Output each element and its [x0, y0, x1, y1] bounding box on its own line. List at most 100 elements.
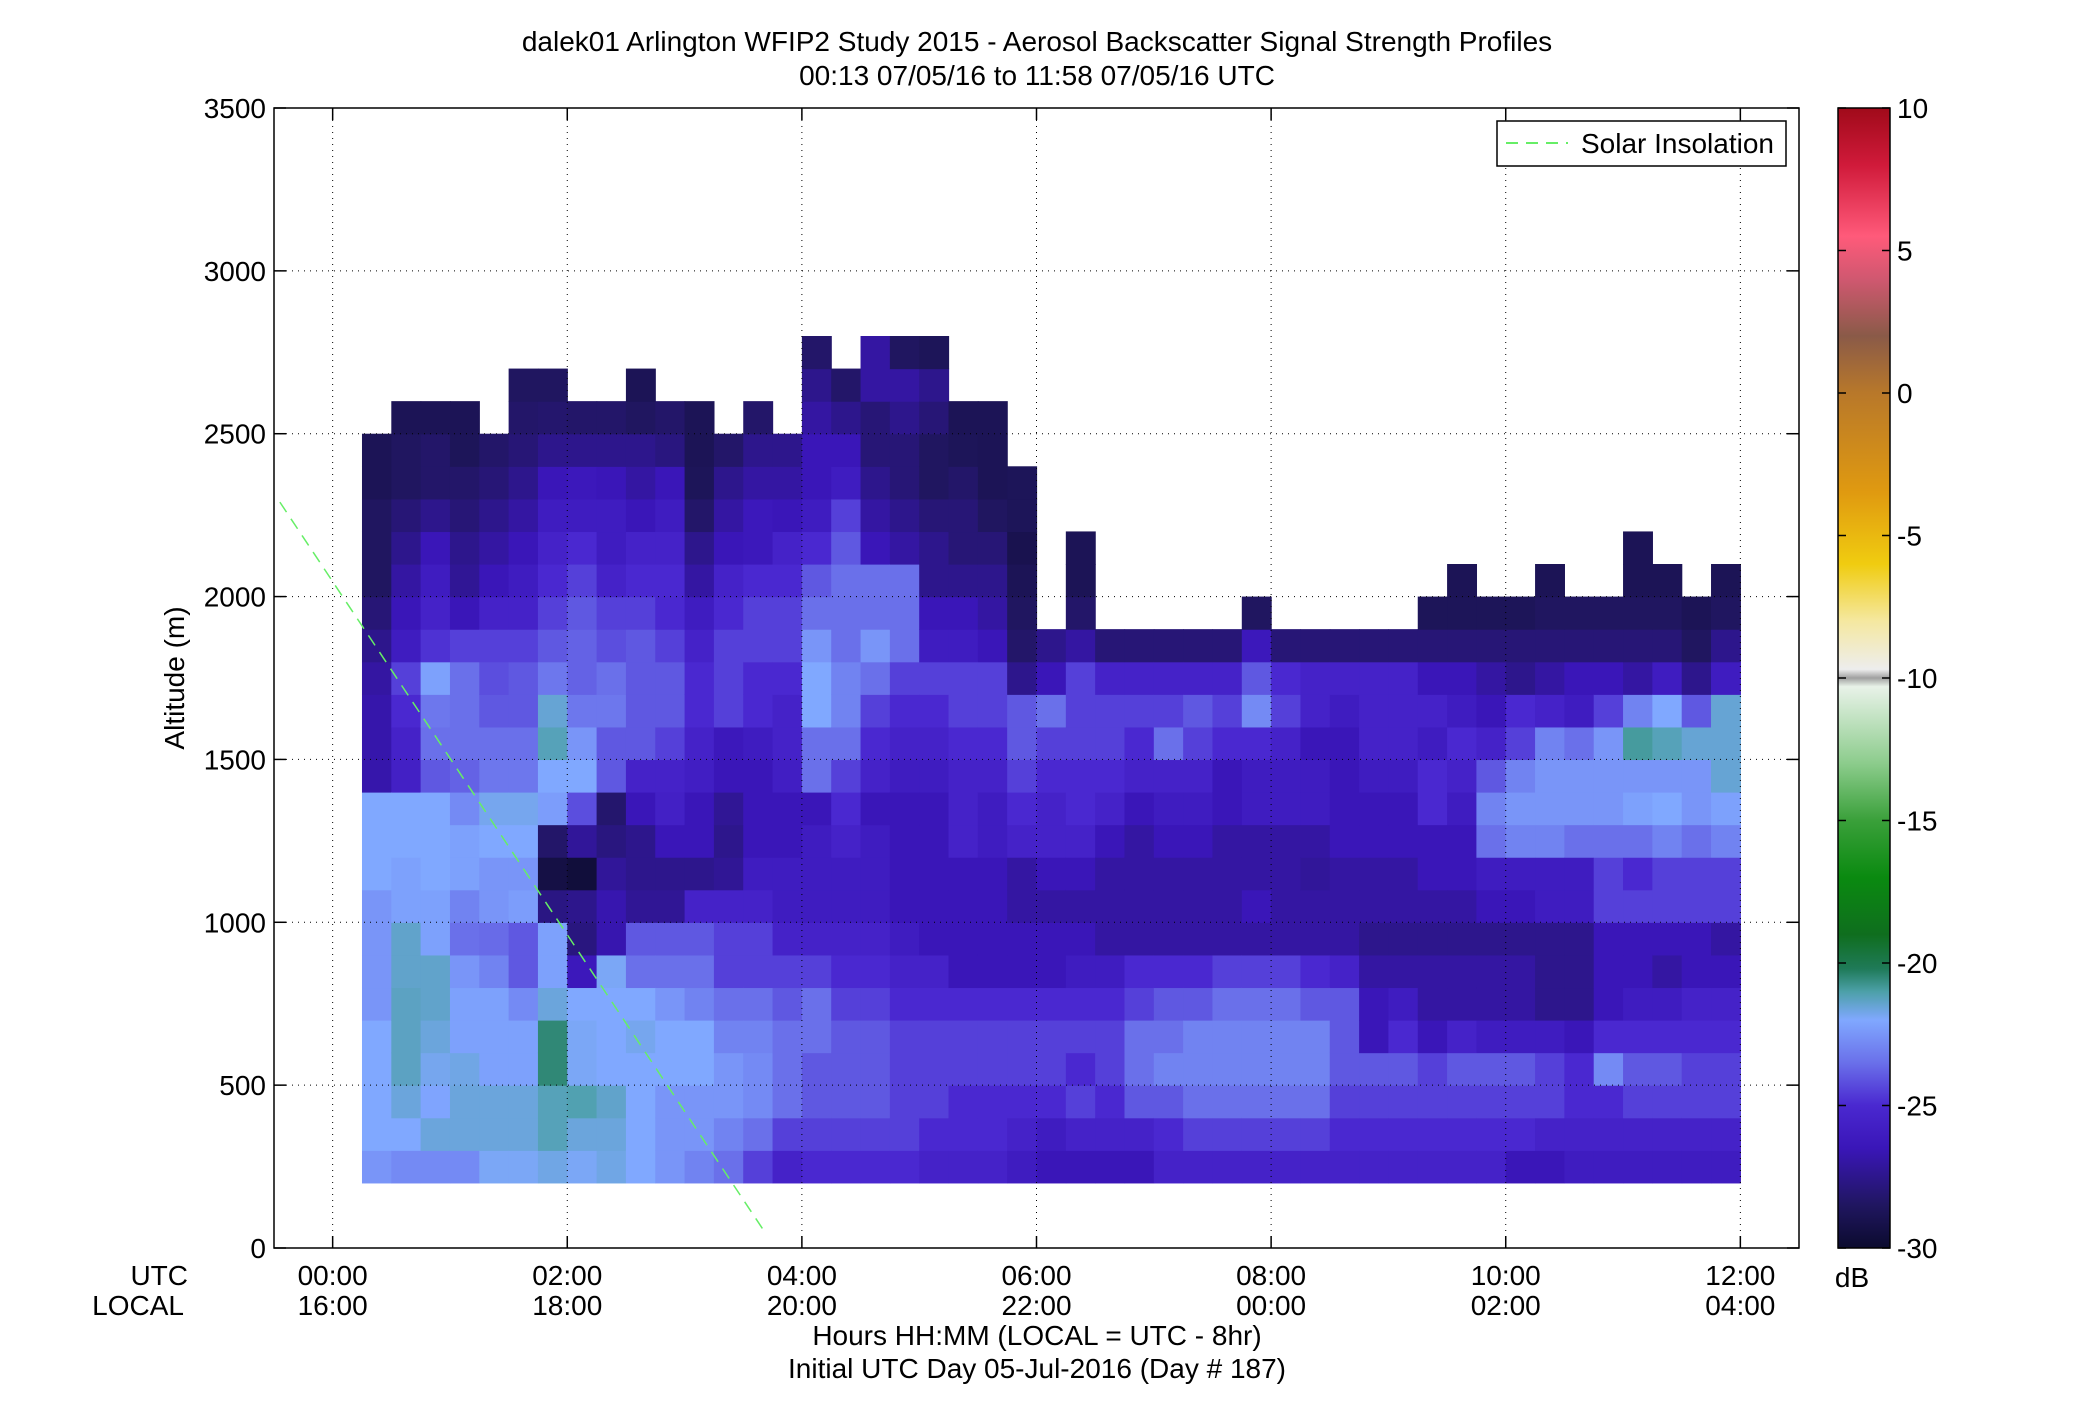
heatmap-cell: [1593, 1085, 1624, 1119]
heatmap-cell: [1065, 759, 1096, 793]
heatmap-cell: [391, 759, 422, 793]
heatmap-cell: [361, 726, 392, 761]
heatmap-cell: [655, 857, 686, 891]
heatmap-cell: [1359, 629, 1390, 663]
heatmap-cell: [1329, 661, 1360, 695]
heatmap-cell: [919, 759, 950, 793]
colorbar-tick-label: -25: [1897, 1091, 1937, 1122]
heatmap-cell: [1036, 857, 1067, 891]
heatmap-cell: [1535, 726, 1565, 761]
heatmap-cell: [1623, 954, 1653, 989]
heatmap-cell: [1036, 889, 1067, 923]
y-tick-label: 3000: [204, 256, 266, 287]
heatmap-cell: [1036, 987, 1067, 1021]
heatmap-cell: [1329, 824, 1360, 858]
heatmap-cell: [1241, 824, 1272, 858]
heatmap-cell: [713, 987, 744, 1021]
heatmap-cell: [1271, 1085, 1302, 1119]
heatmap-cell: [508, 1052, 539, 1086]
heatmap-cell: [1476, 1085, 1507, 1119]
heatmap-cell: [1417, 889, 1448, 923]
heatmap-cell: [684, 466, 715, 500]
heatmap-cell: [1329, 1020, 1360, 1054]
heatmap-cell: [1300, 1117, 1331, 1151]
heatmap-cell: [860, 629, 891, 663]
heatmap-cell: [1711, 954, 1741, 989]
heatmap-cell: [1681, 1020, 1712, 1054]
heatmap-cell: [1241, 889, 1272, 923]
colorbar-tick-label: -15: [1897, 806, 1937, 837]
heatmap-cell: [1212, 792, 1243, 826]
heatmap-cell: [919, 987, 950, 1021]
heatmap-cell: [1271, 792, 1302, 826]
heatmap-cell: [889, 824, 920, 858]
heatmap-cell: [1711, 1052, 1741, 1086]
heatmap-cell: [1359, 1085, 1390, 1119]
heatmap-cell: [1447, 889, 1478, 923]
heatmap-cell: [1329, 1150, 1360, 1184]
x-tick-label-utc: 12:00: [1705, 1260, 1775, 1291]
y-tick-label: 500: [219, 1070, 266, 1101]
heatmap-cell: [919, 922, 950, 956]
heatmap-cell: [948, 433, 979, 467]
heatmap-cell: [831, 857, 862, 891]
heatmap-cell: [537, 824, 568, 858]
heatmap-cell: [860, 1020, 891, 1054]
x-tick-label-local: 22:00: [1001, 1290, 1071, 1321]
heatmap-cell: [919, 531, 950, 565]
heatmap-cell: [1623, 564, 1653, 598]
heatmap-cell: [1711, 694, 1741, 728]
heatmap-cell: [361, 1117, 392, 1151]
heatmap-cell: [889, 498, 920, 533]
heatmap-cell: [1183, 1150, 1214, 1184]
heatmap-cell: [831, 889, 862, 923]
heatmap-cell: [1300, 792, 1331, 826]
heatmap-cell: [1388, 1117, 1419, 1151]
heatmap-cell: [1593, 792, 1624, 826]
heatmap-cell: [1652, 629, 1683, 663]
heatmap-cell: [1593, 824, 1624, 858]
heatmap-cell: [1388, 889, 1419, 923]
heatmap-cell: [684, 1085, 715, 1119]
heatmap-cell: [831, 466, 862, 500]
heatmap-cell: [420, 661, 451, 695]
heatmap-cell: [1593, 726, 1624, 761]
heatmap-cell: [684, 889, 715, 923]
heatmap-cell: [889, 433, 920, 467]
heatmap-cell: [655, 1150, 686, 1184]
heatmap-cell: [1359, 922, 1390, 956]
heatmap-cell: [537, 922, 568, 956]
heatmap-cell: [831, 694, 862, 728]
heatmap-cell: [625, 368, 656, 402]
heatmap-cell: [1476, 726, 1507, 761]
heatmap-cell: [420, 1150, 451, 1184]
heatmap-cell: [479, 498, 510, 533]
heatmap-cell: [1447, 987, 1478, 1021]
heatmap-cell: [919, 1052, 950, 1086]
heatmap-cell: [1476, 1052, 1507, 1086]
heatmap-cell: [655, 661, 686, 695]
heatmap-cell: [1623, 922, 1653, 956]
heatmap-cell: [684, 1052, 715, 1086]
heatmap-cell: [625, 661, 656, 695]
heatmap-cell: [1652, 987, 1683, 1021]
heatmap-cell: [508, 857, 539, 891]
heatmap-cell: [743, 498, 774, 533]
heatmap-cell: [1212, 1150, 1243, 1184]
heatmap-cell: [1095, 1052, 1126, 1086]
heatmap-cell: [1564, 922, 1595, 956]
heatmap-cell: [537, 433, 568, 467]
heatmap-cell: [391, 661, 422, 695]
heatmap-cell: [1329, 629, 1360, 663]
heatmap-cell: [1476, 857, 1507, 891]
heatmap-cell: [420, 824, 451, 858]
heatmap-cell: [625, 401, 656, 435]
heatmap-cell: [977, 466, 1008, 500]
heatmap-cell: [977, 1020, 1008, 1054]
heatmap-cell: [1329, 1085, 1360, 1119]
heatmap-cell: [977, 564, 1008, 598]
heatmap-cell: [1007, 889, 1038, 923]
heatmap-cell: [977, 661, 1008, 695]
x-tick-label-local: 02:00: [1471, 1290, 1541, 1321]
heatmap-cell: [361, 1052, 392, 1086]
